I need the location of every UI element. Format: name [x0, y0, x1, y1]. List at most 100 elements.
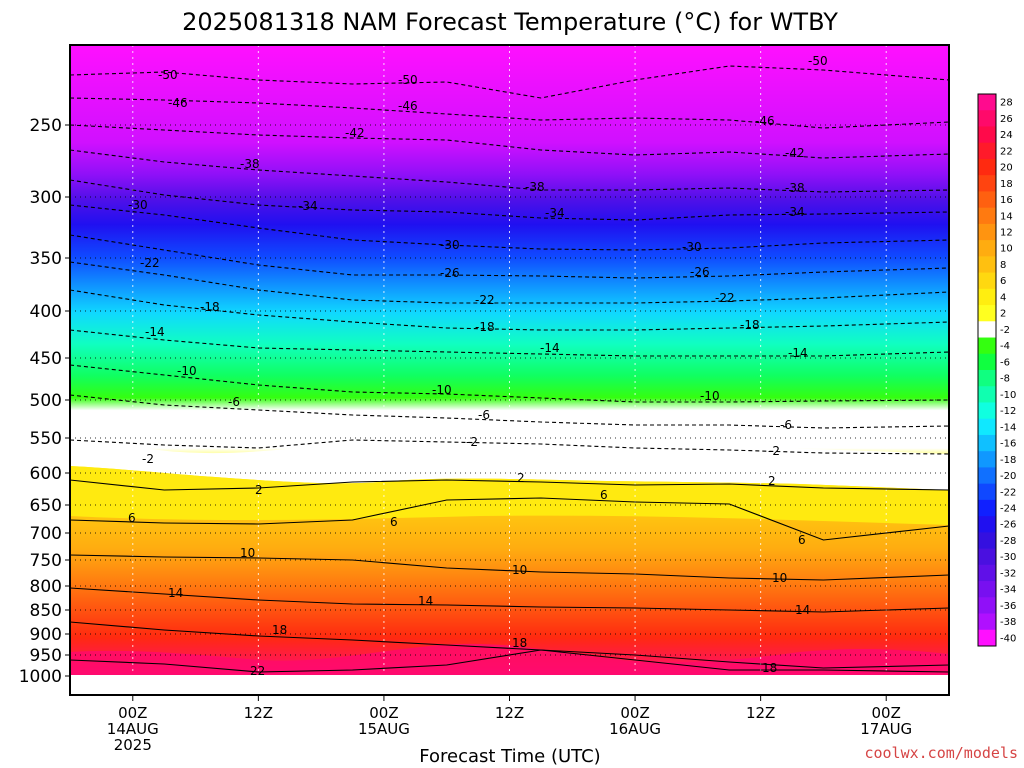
y-tick-label: 400: [30, 302, 62, 322]
contour-label: -30: [440, 238, 460, 252]
colorbar-swatch: [978, 305, 996, 322]
x-tick-label: 00Z: [620, 704, 649, 722]
colorbar-swatch: [978, 158, 996, 176]
colorbar-swatch: [978, 191, 996, 209]
x-tick-label: 15AUG: [358, 720, 410, 738]
y-tick-label: 1000: [19, 667, 62, 687]
colorbar-swatch: [978, 418, 996, 436]
colorbar-swatch: [978, 223, 996, 241]
contour-line-neg2: [70, 439, 949, 455]
contour-label: 14: [418, 594, 433, 608]
colorbar-tick-label: -14: [1000, 422, 1016, 433]
contour-line-neg50: [70, 65, 949, 99]
contour-label: -42: [345, 126, 365, 140]
contour-label: -2: [768, 444, 780, 458]
colorbar-swatch: [978, 207, 996, 225]
contour-label: 18: [512, 636, 527, 650]
contour-label: -6: [780, 418, 792, 432]
contour-label: -46: [398, 99, 418, 113]
colorbar-swatch: [978, 110, 996, 127]
contour-label: -18: [475, 320, 495, 334]
contour-label: -30: [128, 198, 148, 212]
contour-line-pos6: [70, 497, 949, 541]
colorbar-swatch: [978, 499, 996, 517]
temperature-field: [70, 45, 949, 675]
colorbar-tick-label: -10: [1000, 390, 1016, 401]
contour-label: -22: [475, 293, 495, 307]
y-tick-label: 250: [30, 116, 62, 136]
colorbar-swatch: [978, 321, 996, 339]
contour-label: -10: [700, 389, 720, 403]
x-axis-label: Forecast Time (UTC): [419, 746, 600, 767]
contour-line-neg38: [70, 149, 949, 193]
colorbar-swatch: [978, 451, 996, 468]
colorbar-tick-label: -8: [1000, 374, 1010, 385]
colorbar-tick-label: -24: [1000, 504, 1016, 515]
contour-label: 14: [168, 586, 183, 600]
contour-line-pos14: [70, 587, 949, 613]
y-tick-label: 450: [30, 349, 62, 369]
contour-label: -2: [142, 452, 154, 466]
colorbar-tick-label: -26: [1000, 520, 1016, 531]
contour-label: -14: [788, 346, 808, 360]
contour-label: 6: [798, 533, 806, 547]
contour-line-pos22: [70, 649, 949, 673]
y-tick-label: 650: [30, 496, 62, 516]
colorbar-tick-label: 6: [1000, 276, 1006, 287]
contour-label: -22: [140, 256, 160, 270]
contour-label: 22: [250, 664, 265, 678]
contour-label: -6: [478, 408, 490, 422]
contour-label: -46: [755, 114, 775, 128]
contour-label: -18: [740, 318, 760, 332]
contour-label: -10: [177, 364, 197, 378]
colorbar-tick-label: 14: [1000, 211, 1013, 222]
contour-line-neg46: [70, 97, 949, 129]
colorbar-swatch: [978, 483, 996, 501]
contour-label: -26: [690, 265, 710, 279]
colorbar-tick-label: -18: [1000, 455, 1016, 466]
contour-label: -34: [298, 199, 318, 213]
colorbar-tick-label: 18: [1000, 179, 1013, 190]
contour-label: -50: [158, 68, 178, 82]
y-axis-ticks: 250 300 350 400 450 500 550 600 650 700 750 800 850 9…: [19, 116, 70, 687]
contour-label: 2: [255, 483, 263, 497]
colorbar-swatch: [978, 386, 996, 403]
colorbar-swatch: [978, 434, 996, 452]
hot-surface-layer: [70, 643, 949, 675]
contour-line-neg34: [70, 179, 949, 221]
colorbar-swatch: [978, 272, 996, 290]
x-tick-label: 00Z: [118, 704, 147, 722]
y-tick-label: 800: [30, 577, 62, 597]
x-tick-label: 2025: [114, 736, 152, 754]
contour-label: -38: [240, 157, 260, 171]
colorbar-swatch: [978, 240, 996, 257]
colorbar-swatch: [978, 564, 996, 582]
y-tick-label: 500: [30, 391, 62, 411]
contour-label: 10: [772, 571, 787, 585]
colorbar-swatch: [978, 597, 996, 615]
y-tick-label: 550: [30, 429, 62, 449]
contour-label: 2: [768, 474, 776, 488]
colorbar-swatch: [978, 142, 996, 160]
colorbar-tick-label: -28: [1000, 536, 1016, 547]
contour-label: 18: [272, 623, 287, 637]
colorbar-swatch: [978, 581, 996, 598]
colorbar-tick-label: -32: [1000, 568, 1016, 579]
x-tick-label: 14AUG: [107, 720, 159, 738]
contour-label: -50: [398, 73, 418, 87]
contour-line-neg30: [70, 204, 949, 251]
colorbar-tick-label: -38: [1000, 617, 1016, 628]
contour-label: -34: [785, 205, 805, 219]
chart-title: 2025081318 NAM Forecast Temperature (°C)…: [182, 8, 838, 36]
contour-label: -14: [540, 341, 560, 355]
contour-label: -6: [228, 395, 240, 409]
colorbar-tick-label: 16: [1000, 195, 1013, 206]
colorbar-swatch: [978, 516, 996, 533]
colorbar-swatch: [978, 402, 996, 420]
y-tick-label: 950: [30, 646, 62, 666]
x-tick-label: 12Z: [244, 704, 273, 722]
contour-label: -42: [785, 146, 805, 160]
colorbar-tick-label: -40: [1000, 633, 1016, 644]
colorbar-tick-label: -20: [1000, 471, 1016, 482]
contour-label: 18: [762, 661, 777, 675]
